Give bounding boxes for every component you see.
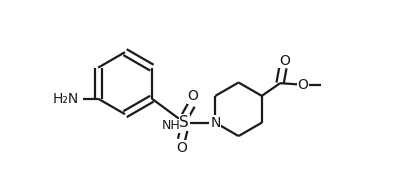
- Text: O: O: [176, 141, 187, 155]
- Text: S: S: [180, 115, 189, 130]
- Text: O: O: [187, 89, 198, 103]
- Text: O: O: [279, 54, 290, 68]
- Text: H₂N: H₂N: [52, 92, 78, 106]
- Text: O: O: [297, 78, 308, 92]
- Text: NH: NH: [162, 119, 180, 132]
- Text: N: N: [210, 116, 221, 130]
